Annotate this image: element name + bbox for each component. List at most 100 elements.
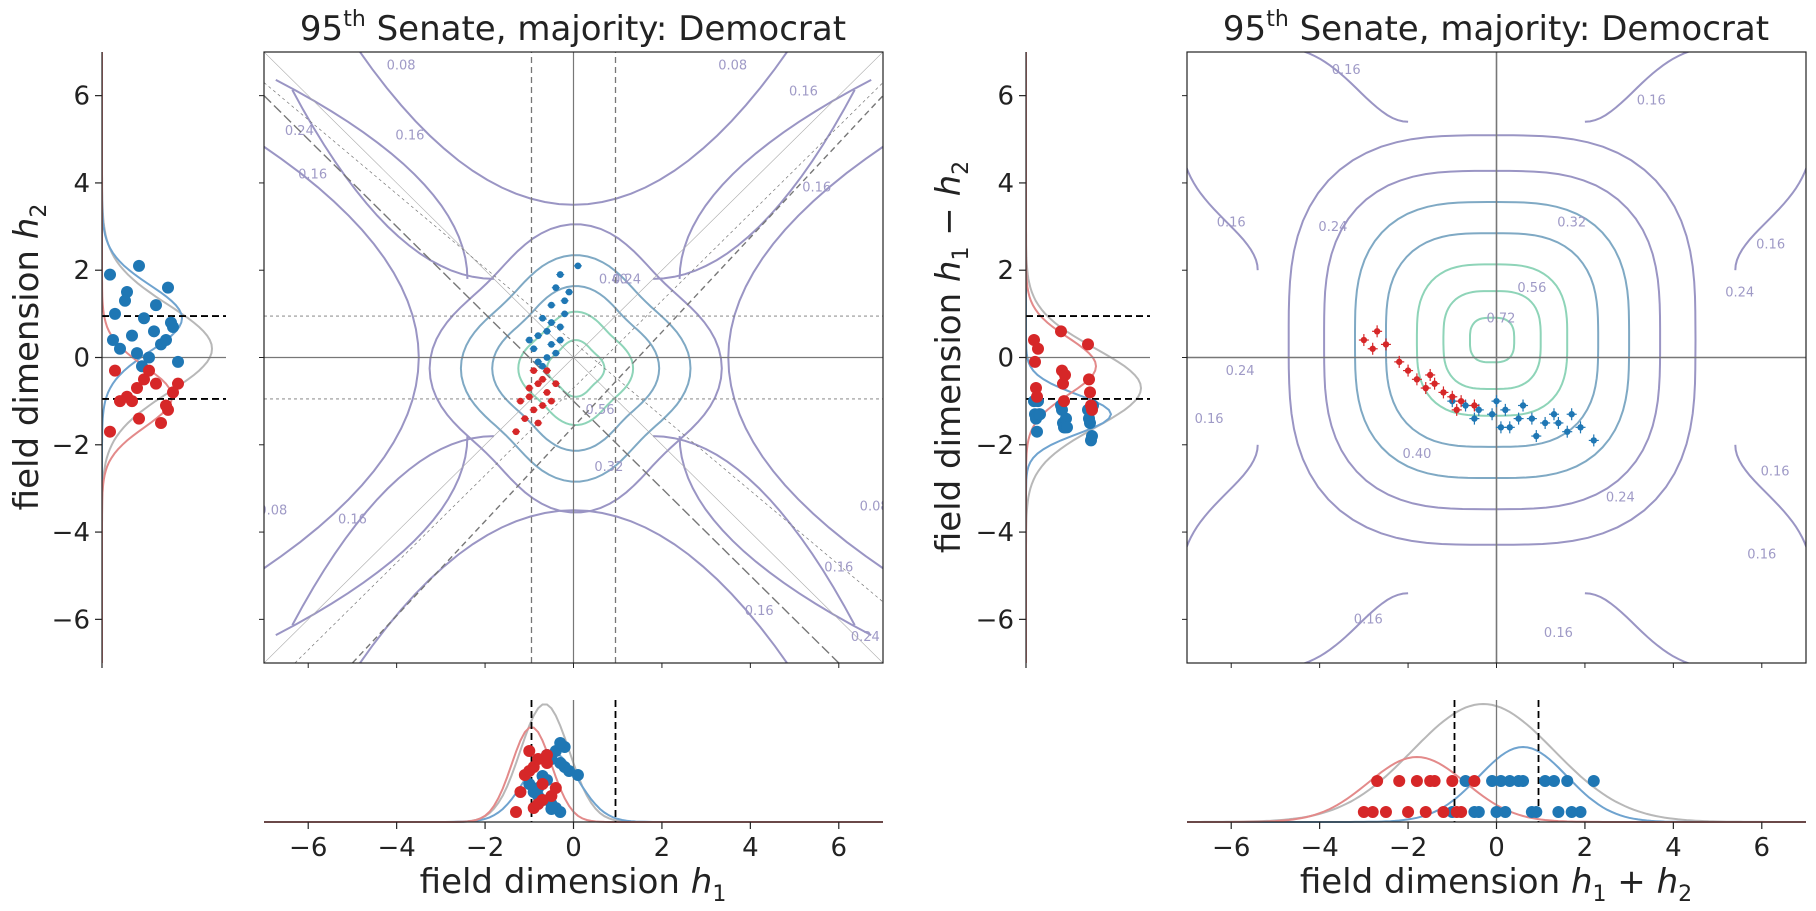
democrat-point	[1577, 424, 1584, 431]
x-tick-label: 0	[565, 833, 582, 863]
republican-marginal-dot	[167, 386, 179, 399]
democrat-marginal-dot	[1587, 775, 1600, 787]
republican-point	[552, 380, 560, 388]
democrat-marginal-dot	[126, 329, 138, 342]
republican-point	[1422, 384, 1429, 392]
republican-point	[1369, 345, 1376, 352]
republican-point	[512, 428, 520, 436]
republican-marginal-dot	[138, 373, 150, 386]
democrat-point	[547, 341, 555, 348]
republican-marginal-dot	[1424, 775, 1437, 787]
right-contour-label: 0.16	[1195, 412, 1224, 427]
democrat-marginal-dot	[1499, 806, 1512, 818]
left-contour-label: 0.40	[599, 272, 628, 287]
left-contour-label: 0.16	[824, 560, 853, 575]
left-contour-outer	[727, 145, 883, 570]
democrat-marginal-dot	[107, 334, 119, 347]
left-y-axis-label: field dimension h2	[7, 204, 52, 511]
democrat-marginal-dot	[1561, 775, 1574, 787]
right-scatter-points	[1358, 325, 1599, 447]
democrat-marginal-dot	[1060, 412, 1072, 425]
democrat-marginal-dot	[162, 281, 174, 294]
republican-point	[534, 380, 542, 388]
democrat-marginal-dot	[165, 316, 177, 329]
right-contour-ring	[1415, 263, 1569, 417]
y-tick-label: 0	[73, 344, 90, 374]
republican-marginal-dot	[1059, 368, 1071, 381]
right-contour-corner	[1302, 52, 1409, 123]
left-contour-label: 0.24	[612, 272, 641, 287]
democrat-marginal-dot	[1547, 775, 1560, 787]
democrat-point	[1590, 437, 1597, 444]
democrat-marginal-dot	[131, 347, 143, 360]
republican-marginal-dot	[1419, 806, 1432, 818]
right-contour-label: 0.16	[1332, 63, 1361, 78]
x-tick-label: −6	[1212, 833, 1250, 863]
y-tick-label: −6	[976, 605, 1014, 635]
democrat-point	[547, 319, 555, 326]
republican-point	[517, 397, 524, 405]
democrat-marginal-dot	[1490, 806, 1503, 818]
guide-line	[264, 95, 840, 663]
republican-marginal-dot	[150, 377, 162, 390]
democrat-marginal-dot	[150, 299, 162, 312]
left-x-ticks: −6 −4 −2 0 2 4 6	[289, 663, 847, 863]
x-tick-label: 4	[1665, 833, 1682, 863]
right-main-plot: 0.16 0.16 0.16 0.24 0.32 0.56 0.72 0.40 0.24 0.24…	[1186, 51, 1807, 664]
democrat-point	[552, 349, 560, 357]
democrat-point	[547, 301, 555, 309]
republican-point	[539, 402, 546, 409]
democrat-marginal-dot	[1459, 775, 1472, 787]
left-contour-label: 0.16	[338, 512, 367, 527]
republican-point	[1471, 402, 1478, 409]
left-contour-label: 0.08	[718, 58, 747, 73]
left-contour-label: 0.16	[802, 181, 831, 196]
democrat-marginal-dot	[1468, 806, 1481, 818]
x-tick-label: 6	[831, 833, 848, 863]
left-contour-label: 0.16	[789, 85, 818, 100]
republican-marginal-dot	[1082, 338, 1094, 351]
republican-marginal-dot	[1083, 373, 1095, 386]
y-tick-label: 2	[73, 256, 90, 286]
republican-marginal-dot	[160, 399, 172, 412]
left-contour-label: 0.08	[860, 499, 889, 514]
republican-point	[1457, 397, 1465, 405]
x-tick-label: 2	[1577, 833, 1594, 863]
x-tick-label: 6	[1754, 833, 1771, 863]
republican-point	[1382, 341, 1390, 348]
left-contour-arm	[291, 89, 494, 280]
left-guide-lines	[264, 52, 883, 663]
democrat-point	[1488, 411, 1496, 418]
democrat-marginal-dot	[160, 334, 172, 347]
democrat-point	[556, 323, 564, 331]
right-contour-label: 0.24	[1318, 220, 1347, 235]
democrat-point	[1515, 415, 1522, 422]
democrat-point	[1502, 406, 1509, 414]
republican-marginal-dot	[523, 745, 536, 757]
republican-marginal-dot	[540, 749, 553, 761]
democrat-point	[543, 354, 551, 361]
y-tick-label: 6	[73, 82, 90, 112]
right-contour-corner	[1187, 166, 1259, 271]
right-contour-label: 0.16	[1544, 626, 1573, 641]
x-tick-label: −2	[466, 833, 504, 863]
right-contour-label: 0.56	[1517, 281, 1546, 296]
right-y-axis-label: field dimension h1 − h2	[929, 161, 974, 553]
republican-marginal-dot	[109, 364, 121, 377]
democrat-point	[1528, 415, 1536, 422]
republican-point	[1453, 406, 1460, 414]
right-contour-label: 0.16	[1756, 237, 1785, 252]
left-contour-label: 0.08	[387, 58, 416, 73]
democrat-point	[561, 310, 569, 318]
left-contour-ring	[428, 223, 723, 514]
y-tick-label: 4	[997, 169, 1014, 199]
republican-marginal-dot	[1437, 806, 1450, 818]
republican-point	[534, 419, 542, 427]
left-contour-arm	[678, 436, 872, 636]
democrat-point	[525, 336, 533, 344]
republican-point	[1440, 389, 1447, 396]
republican-marginal-dot	[1058, 395, 1070, 408]
right-contour-label: 0.72	[1486, 312, 1515, 327]
right-contour-ring	[1442, 290, 1542, 390]
republican-marginal-dot	[1371, 775, 1384, 787]
